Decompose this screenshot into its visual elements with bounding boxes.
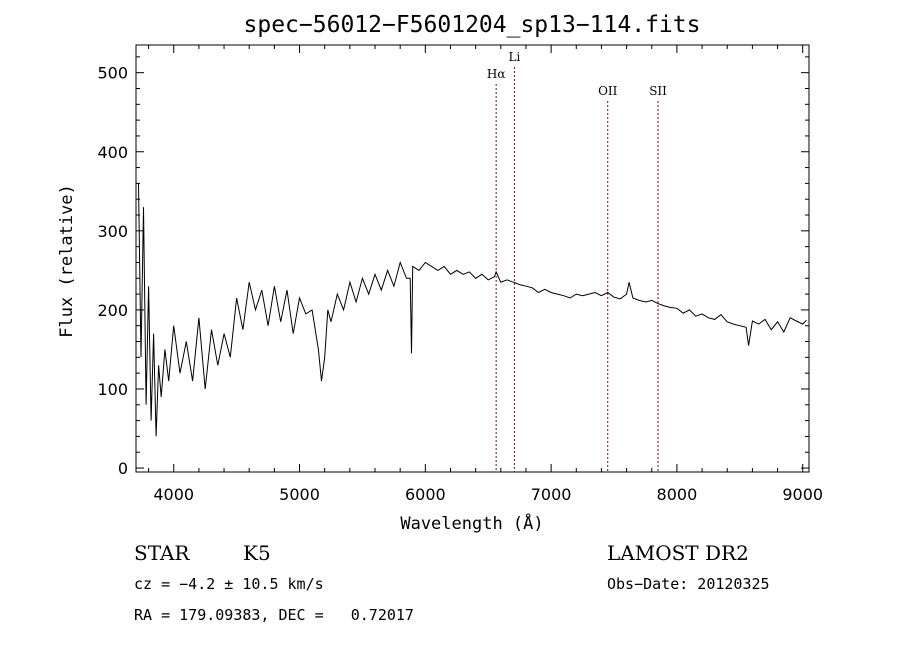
y-tick-label: 100: [97, 380, 128, 399]
y-axis-label: Flux (relative): [57, 184, 77, 338]
annotation-label: Hα: [487, 67, 506, 81]
x-tick-label: 8000: [657, 485, 698, 504]
object-subclass: K5: [243, 541, 271, 565]
y-tick-label: 500: [97, 64, 128, 83]
y-tick-label: 0: [118, 459, 128, 478]
annotation-label: SII: [649, 84, 667, 98]
axis-ticks: 4000 5000 6000 7000 8000 9000 0 100 200 300 400 500: [97, 45, 823, 504]
x-tick-label: 5000: [279, 485, 320, 504]
y-tick-label: 200: [97, 301, 128, 320]
x-tick-label: 9000: [782, 485, 823, 504]
annotation-label: OII: [598, 84, 618, 98]
coordinates-text: RA = 179.09383, DEC = 0.72017: [134, 606, 414, 624]
chart-title: spec−56012−F5601204_sp13−114.fits: [244, 12, 701, 38]
redshift-text: cz = −4.2 ± 10.5 km/s: [134, 575, 324, 593]
x-axis-label: Wavelength (Å): [400, 512, 543, 534]
x-tick-label: 4000: [153, 485, 194, 504]
y-tick-label: 400: [97, 143, 128, 162]
x-tick-label: 7000: [531, 485, 572, 504]
annotation-label: Li: [508, 50, 520, 64]
object-class: STAR: [134, 541, 190, 565]
y-tick-label: 300: [97, 222, 128, 241]
spectrum-line: [138, 183, 807, 437]
x-tick-label: 6000: [405, 485, 446, 504]
plot-frame: [135, 44, 810, 473]
obs-date-text: Obs−Date: 20120325: [607, 575, 770, 593]
survey-name: LAMOST DR2: [607, 541, 749, 565]
